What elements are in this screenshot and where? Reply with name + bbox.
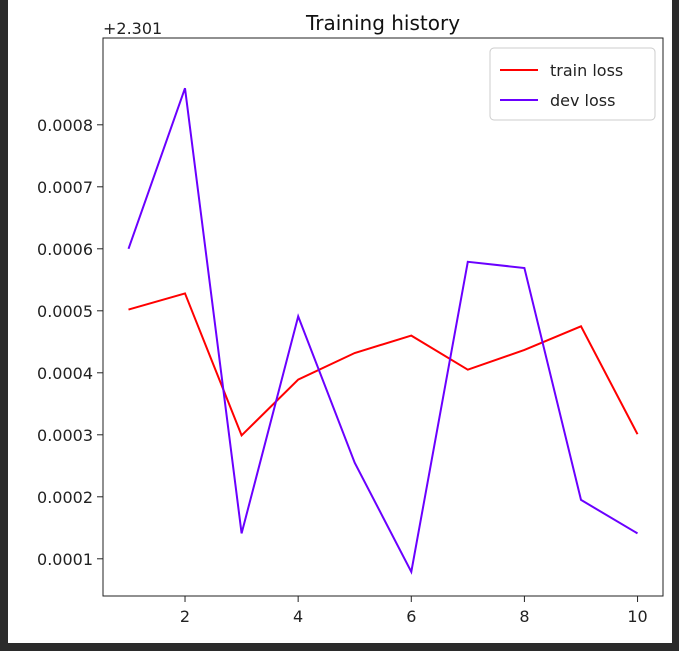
- legend-label: train loss: [550, 61, 623, 80]
- y-tick-label: 0.0007: [37, 178, 93, 197]
- x-tick-label: 4: [293, 607, 303, 626]
- series-layer: [127, 87, 639, 575]
- chart-figure: Training history +2.301 2 4 6 8 10 0.0001 0.0…: [8, 0, 672, 643]
- x-tick-label: 8: [519, 607, 529, 626]
- legend-box: [489, 47, 656, 121]
- y-tick-label: 0.0005: [37, 302, 93, 321]
- x-tick-label: 2: [180, 607, 190, 626]
- y-axis: 0.0001 0.0002 0.0003 0.0004 0.0005 0.0006 0.00…: [37, 116, 103, 569]
- plot-frame: [102, 37, 664, 597]
- legend-label: dev loss: [550, 91, 615, 110]
- y-tick-label: 0.0003: [37, 426, 93, 445]
- y-tick-label: 0.0004: [37, 364, 93, 383]
- chart-title: Training history: [305, 11, 460, 35]
- y-tick-label: 0.0002: [37, 488, 93, 507]
- line-chart: Training history +2.301 2 4 6 8 10 0.00010.0…: [37, 11, 664, 626]
- series-line-train-loss: [128, 292, 639, 438]
- y-tick-label: 0.0008: [37, 116, 93, 135]
- x-tick-label: 6: [406, 607, 416, 626]
- x-axis: 2 4 6 8 10: [180, 596, 648, 626]
- y-tick-label: 0.0006: [37, 240, 93, 259]
- series-line-dev-loss: [127, 87, 639, 575]
- legend: train loss dev loss: [489, 47, 656, 121]
- y-offset-label: +2.301: [103, 19, 162, 38]
- x-tick-label: 10: [627, 607, 647, 626]
- y-tick-label: 0.0001: [37, 550, 93, 569]
